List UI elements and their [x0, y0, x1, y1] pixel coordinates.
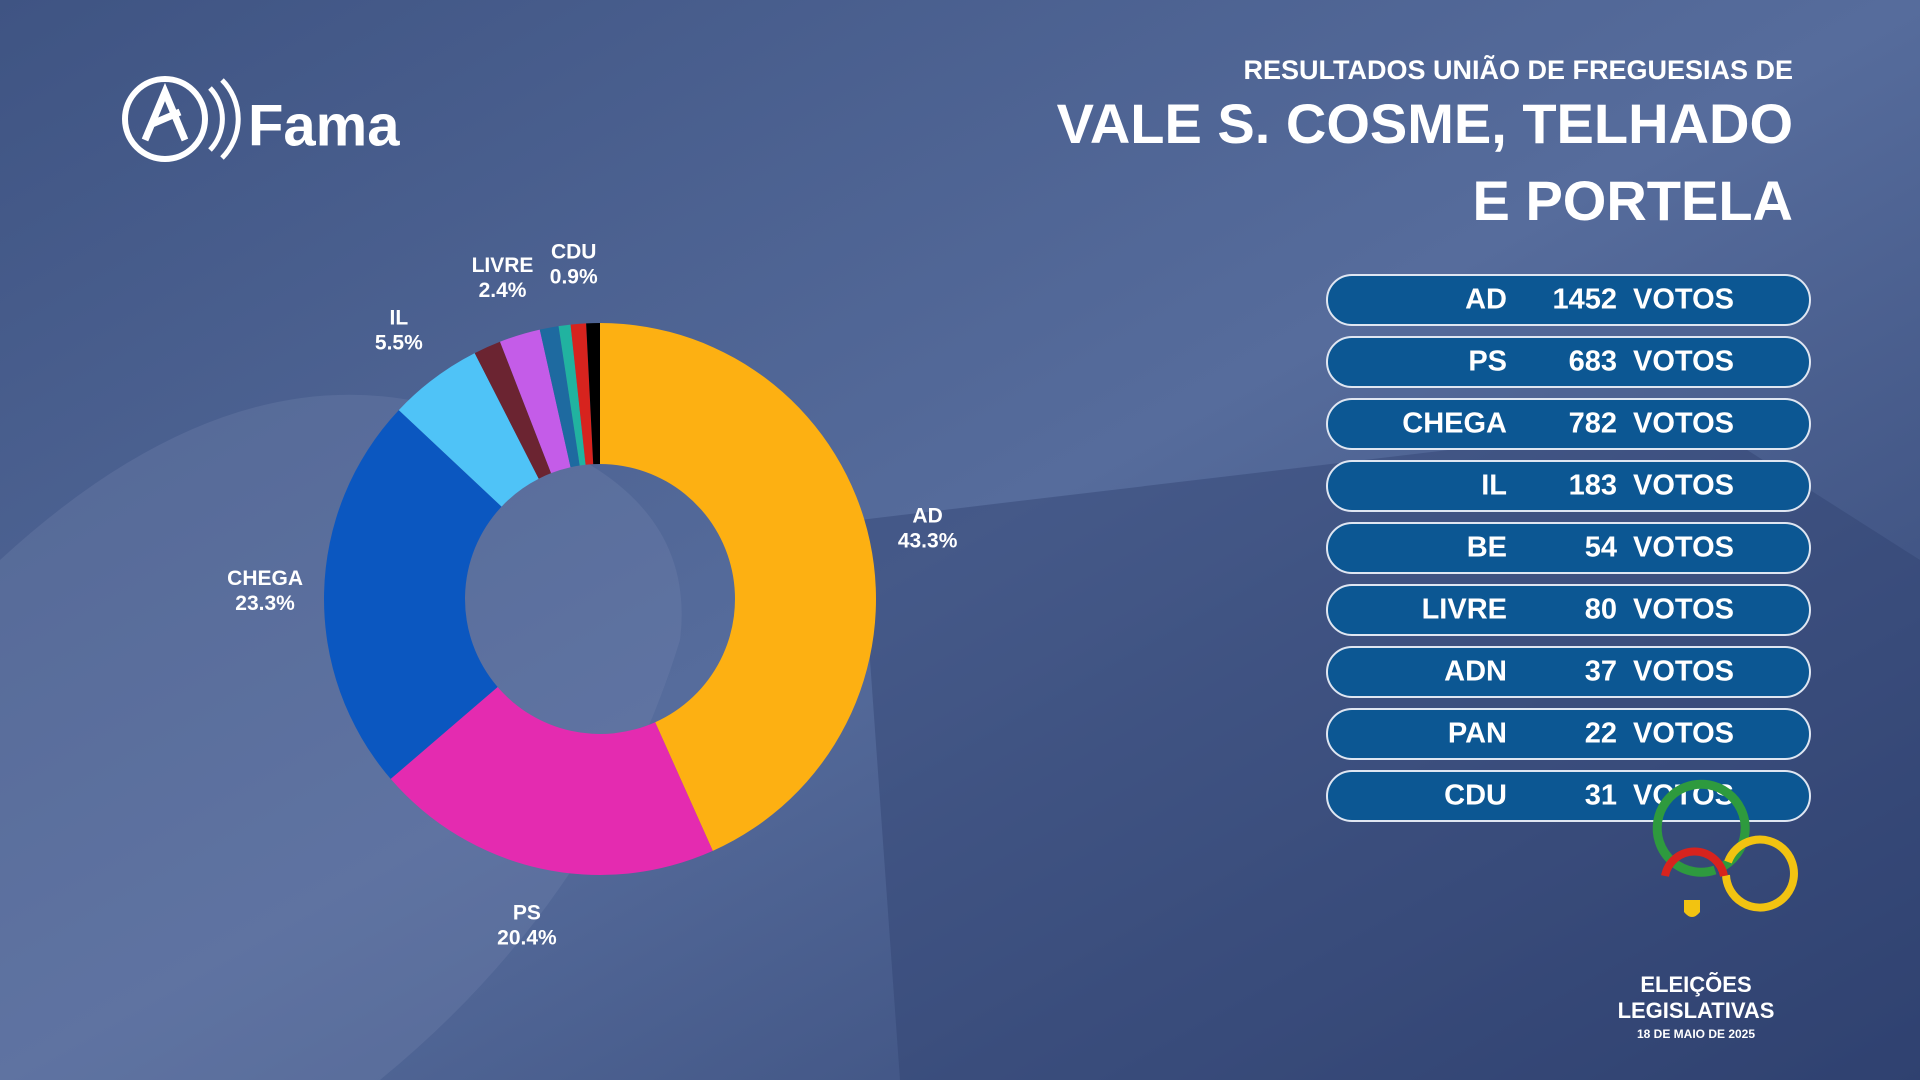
party-name: BE — [1467, 532, 1507, 564]
vote-unit: VOTOS — [1633, 346, 1734, 378]
donut-slice — [558, 324, 586, 466]
slice-value-label: 5.5% — [375, 332, 423, 355]
vote-unit: VOTOS — [1633, 284, 1734, 316]
slice-value-label: 20.4% — [497, 926, 557, 949]
results-table: AD 1452 VOTOS PS 683 VOTOS CHEGA 782 VOTOS IL 183 V… — [1326, 274, 1811, 822]
result-row — [1326, 398, 1811, 450]
vote-count: 183 — [1569, 470, 1617, 502]
donut-slice — [398, 353, 539, 507]
donut-slice — [390, 686, 713, 875]
vote-count: 1452 — [1552, 284, 1617, 316]
result-row — [1326, 646, 1811, 698]
slice-value-label: 2.4% — [479, 279, 527, 302]
election-logo-date: 18 DE MAIO DE 2025 — [1637, 1027, 1755, 1041]
slice-label: CHEGA — [227, 567, 303, 590]
donut-slice — [600, 322, 877, 851]
party-name: AD — [1465, 284, 1507, 316]
vote-count: 683 — [1569, 346, 1617, 378]
vote-unit: VOTOS — [1633, 656, 1734, 688]
party-name: PAN — [1448, 718, 1507, 750]
background-hand — [0, 394, 682, 1080]
slice-label: CDU — [551, 241, 597, 264]
result-row — [1326, 522, 1811, 574]
vote-count: 31 — [1585, 780, 1617, 812]
vote-count: 782 — [1569, 408, 1617, 440]
header-title: E PORTELA — [1473, 169, 1793, 232]
donut-slice — [539, 326, 580, 468]
result-row — [1326, 274, 1811, 326]
donut-slice — [570, 323, 594, 465]
party-name: LIVRE — [1422, 594, 1507, 626]
result-row — [1326, 336, 1811, 388]
donut-slice — [586, 323, 600, 465]
vote-unit: VOTOS — [1633, 470, 1734, 502]
donut-slice — [474, 341, 552, 479]
election-logo — [1652, 779, 1798, 917]
slice-value-label: 0.9% — [550, 266, 598, 289]
vote-count: 22 — [1585, 718, 1617, 750]
result-row — [1326, 460, 1811, 512]
slice-label: PS — [513, 901, 541, 924]
party-name: CDU — [1444, 780, 1507, 812]
slice-label: IL — [390, 307, 409, 330]
party-name: IL — [1481, 470, 1507, 502]
vote-count: 54 — [1585, 532, 1617, 564]
vote-unit: VOTOS — [1633, 532, 1734, 564]
slice-value-label: 23.3% — [235, 592, 295, 615]
vote-unit: VOTOS — [1633, 594, 1734, 626]
party-name: PS — [1468, 346, 1507, 378]
election-logo-text: ELEIÇÕES — [1640, 972, 1751, 997]
slice-label: LIVRE — [472, 254, 534, 277]
donut-slice — [324, 410, 502, 779]
vote-unit: VOTOS — [1633, 718, 1734, 750]
brand-name: Fama — [248, 93, 400, 158]
vote-unit: VOTOS — [1633, 408, 1734, 440]
result-row — [1326, 770, 1811, 822]
brand-logo — [122, 76, 241, 162]
donut-slice — [500, 329, 571, 474]
election-logo-text: LEGISLATIVAS — [1618, 998, 1775, 1023]
slice-value-label: 43.3% — [898, 530, 958, 553]
party-name: ADN — [1444, 656, 1507, 688]
header-title: VALE S. COSME, TELHADO — [1057, 92, 1793, 155]
slice-label: AD — [912, 505, 942, 528]
vote-count: 80 — [1585, 594, 1617, 626]
result-row — [1326, 584, 1811, 636]
header-kicker: RESULTADOS UNIÃO DE FREGUESIAS DE — [1243, 54, 1793, 85]
vote-count: 37 — [1585, 656, 1617, 688]
party-name: CHEGA — [1402, 408, 1507, 440]
result-row — [1326, 708, 1811, 760]
